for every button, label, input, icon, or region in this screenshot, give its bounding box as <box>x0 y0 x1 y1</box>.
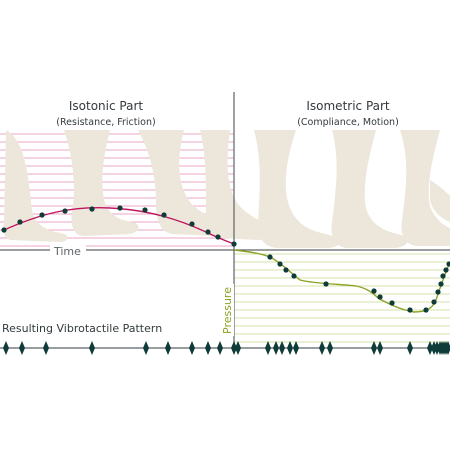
sample-dot <box>438 281 444 287</box>
pattern-label-bg <box>0 320 172 336</box>
foot-steps <box>3 130 450 248</box>
isotonic-title: Isotonic Part <box>69 99 144 113</box>
vibration-pulse-icon <box>89 341 95 355</box>
vibration-pulse-icon <box>377 341 383 355</box>
time-label-bg <box>50 242 86 258</box>
sample-dot <box>423 307 429 313</box>
vibration-pulse-icon <box>327 341 333 355</box>
vibration-pulse-icon <box>19 341 25 355</box>
sample-dot <box>371 288 377 294</box>
sample-dot <box>17 219 23 225</box>
vibration-pulse-icon <box>265 341 271 355</box>
vibration-pulse-icon <box>165 341 171 355</box>
sample-dot <box>161 212 167 218</box>
vibration-pulse-icon <box>445 341 450 355</box>
vibration-pulse-icon <box>293 341 299 355</box>
sample-points <box>1 205 450 313</box>
isometric-grid-lines <box>234 253 450 343</box>
isometric-title: Isometric Part <box>306 99 390 113</box>
sample-dot <box>277 261 283 267</box>
sample-dot <box>283 267 289 273</box>
isotonic-subtitle: (Resistance, Friction) <box>56 117 155 128</box>
vibration-pulse-icon <box>217 341 223 355</box>
vibration-pulse-icon <box>427 341 433 355</box>
sample-dot <box>389 300 395 306</box>
foot-step-icon <box>64 130 139 236</box>
sample-dot <box>440 273 446 279</box>
vibration-pulse-icon <box>287 341 293 355</box>
vibration-pulse-icon <box>205 341 211 355</box>
foot-step-icon <box>138 130 227 236</box>
vibration-pulse-icon <box>43 341 49 355</box>
sample-dot <box>142 207 148 213</box>
sample-dot <box>189 221 195 227</box>
vibration-pulse-icon <box>407 341 413 355</box>
sample-dot <box>39 212 45 218</box>
foot-step-icon <box>200 130 273 240</box>
vibration-pulse-icon <box>189 341 195 355</box>
sample-dot <box>291 273 297 279</box>
sample-dot <box>431 299 437 305</box>
foot-step-icon <box>430 180 450 222</box>
sample-dot <box>377 294 383 300</box>
pressure-label-bg <box>220 284 234 336</box>
sample-dot <box>435 289 441 295</box>
sample-dot <box>231 241 237 247</box>
sample-dot <box>89 206 95 212</box>
vibration-pulse-icon <box>371 341 377 355</box>
foot-step-icon <box>3 130 68 242</box>
sample-dot <box>215 234 221 240</box>
vibrotactile-pattern <box>3 341 450 355</box>
isometric-subtitle: (Compliance, Motion) <box>297 117 399 128</box>
sample-dot <box>62 208 68 214</box>
sample-dot <box>323 281 329 287</box>
foot-step-icon <box>254 130 340 248</box>
sample-dot <box>443 267 449 273</box>
vibration-pulse-icon <box>3 341 9 355</box>
vibration-pulse-icon <box>273 341 279 355</box>
foot-step-icon <box>400 130 450 246</box>
sample-dot <box>205 229 211 235</box>
isometric-pressure-curve <box>233 249 450 313</box>
sample-dot <box>407 307 413 313</box>
vibration-pulse-icon <box>319 341 325 355</box>
sample-dot <box>267 254 273 260</box>
foot-step-icon <box>331 130 408 248</box>
vibration-pulse-icon <box>279 341 285 355</box>
pattern-label: Resulting Vibrotactile Pattern <box>2 322 162 335</box>
vibration-pulse-icon <box>231 341 237 355</box>
vibration-pulse-icon <box>143 341 149 355</box>
vibration-pulse-icon <box>235 341 241 355</box>
sample-dot <box>117 205 123 211</box>
time-label: Time <box>53 245 81 258</box>
pressure-label: Pressure <box>221 287 234 334</box>
sample-dot <box>1 227 7 233</box>
sample-dot <box>446 261 450 267</box>
